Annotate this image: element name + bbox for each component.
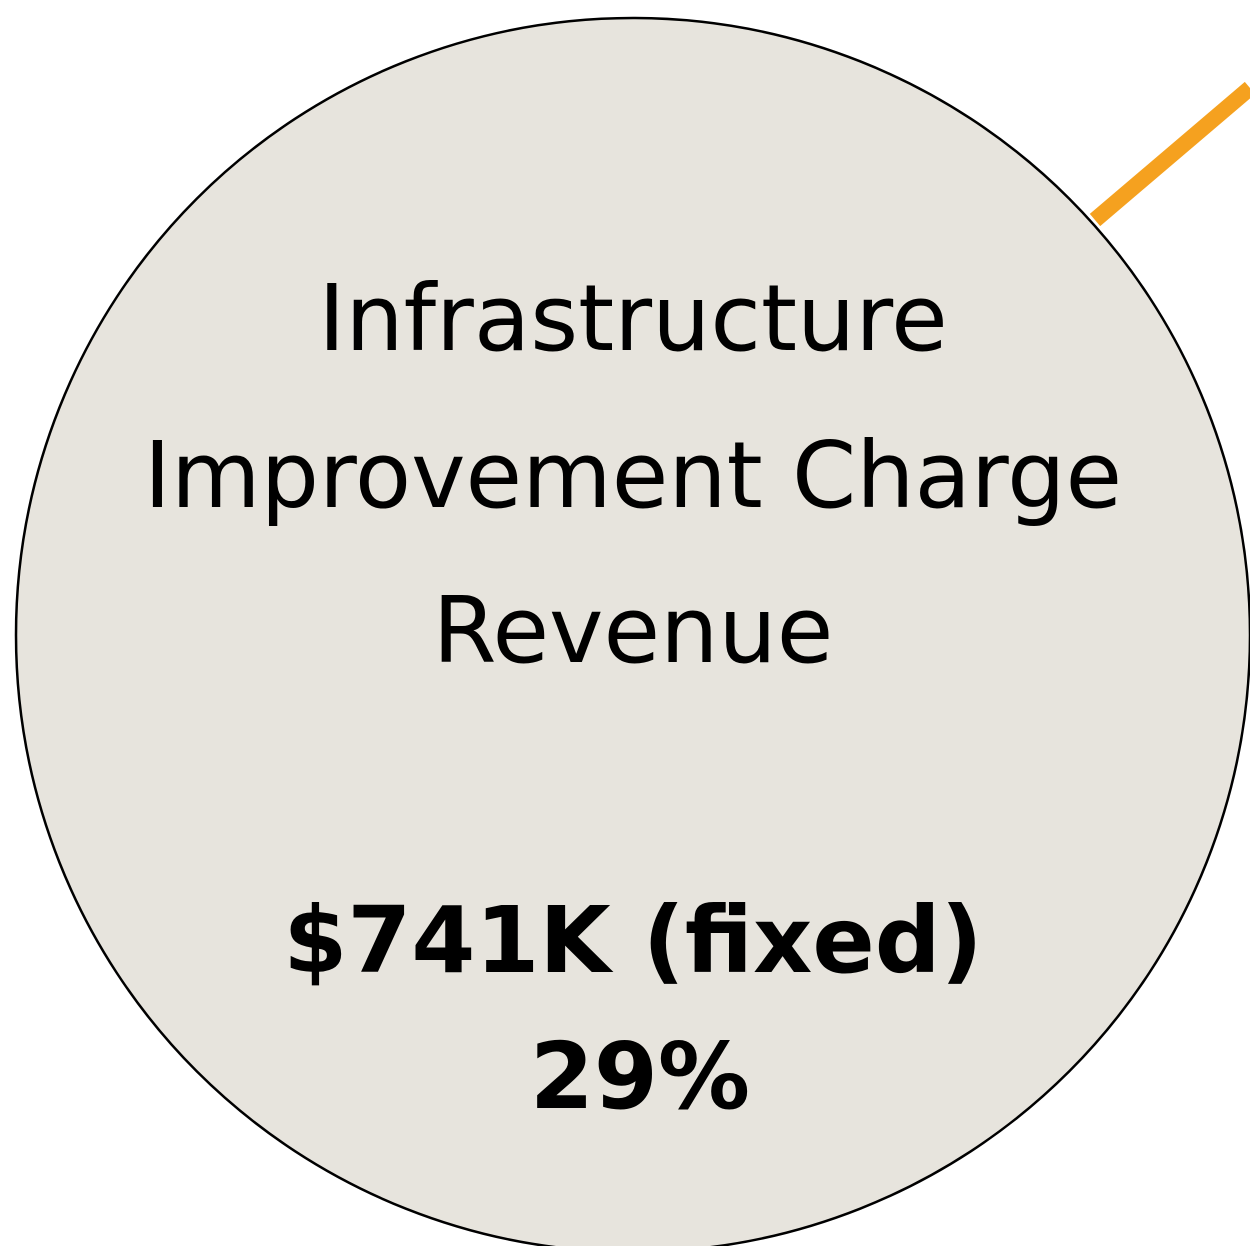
node-label: Improvement Charge xyxy=(144,422,1122,529)
node-label: Revenue xyxy=(433,577,834,684)
node-share: 29% xyxy=(530,1023,750,1130)
node-label: Infrastructure xyxy=(318,265,948,372)
connector xyxy=(1089,81,1250,227)
node-circle xyxy=(14,16,1250,1246)
node-amount: $741K (fixed) xyxy=(283,887,982,994)
